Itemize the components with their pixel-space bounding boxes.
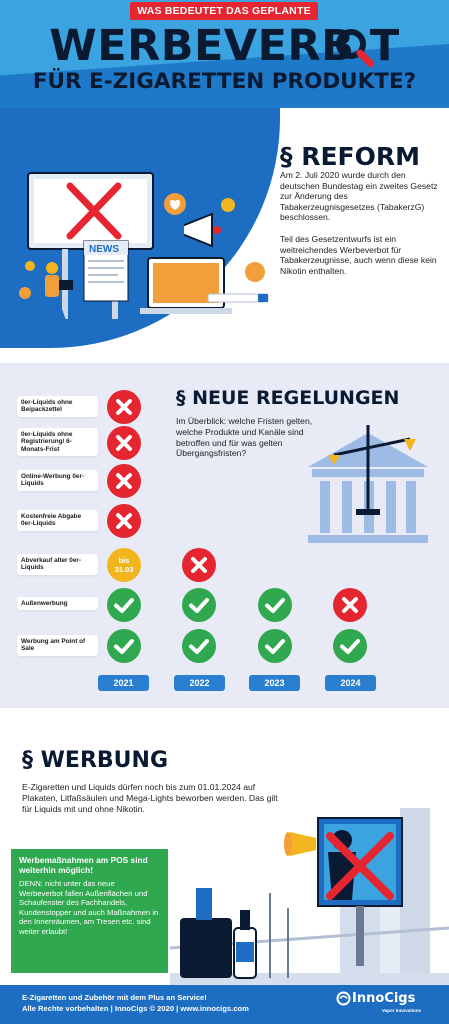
pos-callout: Werbemaßnahmen am POS sind weiterhin mög… bbox=[11, 849, 168, 973]
footer-tagline: E-Zigaretten und Zubehör mit dem Plus an… bbox=[22, 993, 207, 1002]
rules-section: § NEUE REGELUNGEN Im Überblick: welche F… bbox=[0, 363, 449, 708]
rules-intro: Im Überblick: welche Fristen gelten, wel… bbox=[176, 416, 313, 459]
news-label: NEWS bbox=[89, 244, 119, 255]
pos-text: DENN: nicht unter das neue Werbeverbot f… bbox=[19, 879, 159, 936]
allowed-check-icon bbox=[107, 588, 141, 622]
allowed-check-icon bbox=[258, 588, 292, 622]
footer: E-Zigaretten und Zubehör mit dem Plus an… bbox=[0, 985, 449, 1024]
rule-label: Außenwerbung bbox=[17, 597, 98, 611]
header-banner: WAS BEDEUTET DAS GEPLANTE WERBEVERB T FÜ… bbox=[0, 0, 449, 108]
forbidden-x-icon bbox=[107, 426, 141, 460]
ads-section: § WERBUNG E-Zigaretten und Liquids dürfe… bbox=[0, 708, 449, 985]
city-billboard-illustration bbox=[170, 808, 449, 985]
deadline-badge: bis 31.03 bbox=[107, 548, 141, 582]
rule-label: Online-Werbung 0er-Liquids bbox=[17, 470, 98, 491]
rule-label: 0er-Liquids ohne Beipackzettel bbox=[17, 396, 98, 417]
year-badge: 2023 bbox=[249, 675, 300, 691]
eyebrow-label: WAS BEDEUTET DAS GEPLANTE bbox=[130, 2, 318, 20]
allowed-check-icon bbox=[333, 629, 367, 663]
ads-paragraph: E-Zigaretten und Liquids dürfen noch bis… bbox=[22, 782, 278, 814]
advertising-illustration: NEWS bbox=[19, 172, 269, 323]
reform-paragraph: Teil des Gesetzentwurfs ist ein weitreic… bbox=[280, 234, 437, 276]
rule-label: Werbung am Point of Sale bbox=[17, 635, 98, 656]
reform-paragraph: Am 2. Juli 2020 wurde durch den deutsche… bbox=[280, 170, 438, 223]
forbidden-x-icon bbox=[107, 464, 141, 498]
forbidden-x-icon bbox=[182, 548, 216, 582]
forbidden-x-icon bbox=[107, 504, 141, 538]
allowed-check-icon bbox=[107, 629, 141, 663]
rules-heading: § NEUE REGELUNGEN bbox=[176, 387, 400, 409]
rule-label: Kostenfreie Abgabe 0er-Liquids bbox=[17, 510, 98, 531]
year-badge: 2021 bbox=[98, 675, 149, 691]
deadline-date: 31.03 bbox=[114, 565, 134, 574]
logo-name: InnoCigs bbox=[352, 991, 416, 1006]
reform-heading: § REFORM bbox=[280, 142, 420, 171]
page-subtitle: FÜR E-ZIGARETTEN PRODUKTE? bbox=[32, 69, 417, 94]
year-badge: 2024 bbox=[325, 675, 376, 691]
ads-heading: § WERBUNG bbox=[22, 748, 168, 773]
logo-tagline: Vapor Innovations bbox=[382, 1008, 422, 1013]
year-badge: 2022 bbox=[174, 675, 225, 691]
pos-title: Werbemaßnahmen am POS sind weiterhin mög… bbox=[19, 855, 148, 875]
rule-label: 0er-Liquids ohne Registrierung/ 6-Monats… bbox=[17, 428, 98, 457]
forbidden-x-icon bbox=[333, 588, 367, 622]
allowed-check-icon bbox=[258, 629, 292, 663]
logo-swirl-icon bbox=[336, 991, 351, 1006]
allowed-check-icon bbox=[182, 588, 216, 622]
page-title: WERBEVERB T bbox=[49, 21, 400, 71]
rule-label: Abverkauf alter 0er-Liquids bbox=[17, 554, 98, 575]
allowed-check-icon bbox=[182, 629, 216, 663]
forbidden-x-icon bbox=[107, 390, 141, 424]
justice-temple-icon bbox=[308, 425, 428, 543]
footer-copyright: Alle Rechte vorbehalten | InnoCigs © 202… bbox=[22, 1004, 249, 1013]
magnifier-icon bbox=[336, 29, 374, 67]
reform-section: NEWS § REFORM Am 2. Juli 2020 wurde durc… bbox=[0, 108, 449, 363]
deadline-bis: bis bbox=[118, 556, 130, 565]
